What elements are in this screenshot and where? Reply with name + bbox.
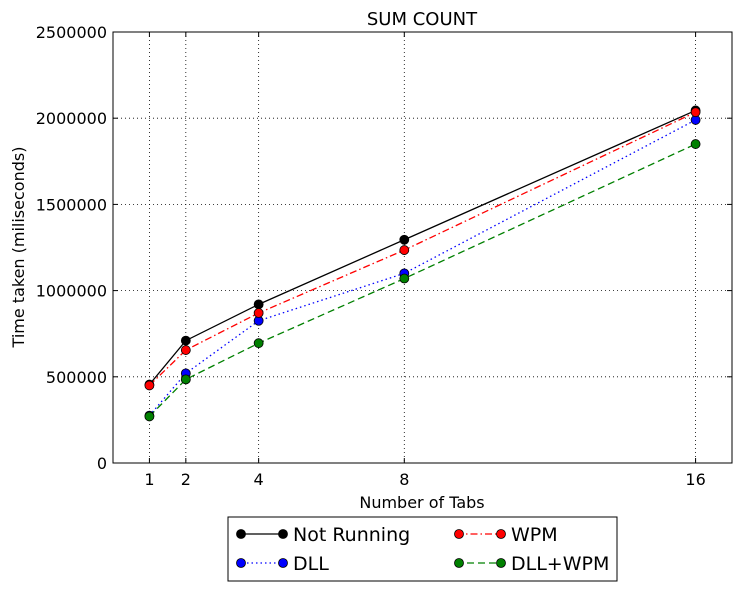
plot-background <box>113 32 732 463</box>
data-point <box>180 335 191 346</box>
axis-ticks <box>113 31 732 464</box>
series-markers <box>144 105 701 422</box>
y-tick-label: 1000000 <box>36 282 107 301</box>
legend-label: WPM <box>511 524 558 546</box>
y-tick-label: 2500000 <box>36 23 107 42</box>
x-tick-label: 16 <box>685 470 705 489</box>
data-point <box>144 380 155 391</box>
series-line <box>148 119 696 417</box>
data-point <box>180 345 191 355</box>
data-point <box>144 411 155 422</box>
legend-marker <box>278 558 288 568</box>
data-point <box>690 139 701 149</box>
data-point <box>253 308 264 318</box>
legend-marker <box>236 529 246 539</box>
legend-marker <box>454 558 464 568</box>
legend-marker <box>236 558 246 568</box>
y-axis-label: Time taken (miliseconds) <box>9 147 28 349</box>
data-point <box>399 245 410 255</box>
y-tick-label: 1500000 <box>36 195 107 214</box>
x-tick-label: 8 <box>399 470 409 489</box>
y-tick-label: 0 <box>97 454 107 473</box>
legend-label: DLL+WPM <box>511 553 609 575</box>
y-tick-label: 2000000 <box>36 109 107 128</box>
y-tick-labels: 0 500000 1000000 1500000 2000000 2500000 <box>36 23 107 473</box>
legend-marker <box>496 558 506 568</box>
legend-marker <box>278 529 288 539</box>
legend-marker <box>454 529 464 539</box>
plot-frame <box>112 31 733 464</box>
legend-frame <box>227 516 618 582</box>
legend-label: DLL <box>293 553 329 575</box>
data-point <box>690 107 701 118</box>
x-tick-label: 4 <box>254 470 264 489</box>
data-point <box>180 374 191 385</box>
y-tick-label: 500000 <box>46 368 107 387</box>
data-point <box>399 273 410 284</box>
x-tick-label: 1 <box>144 470 154 489</box>
x-tick-label: 2 <box>181 470 191 489</box>
data-point <box>253 338 264 349</box>
chart-title: SUM COUNT <box>367 9 478 30</box>
data-point <box>253 299 264 310</box>
legend-marker <box>496 529 506 539</box>
x-tick-labels: 1 2 4 8 16 <box>144 470 705 489</box>
data-point <box>399 234 410 245</box>
legend-label: Not Running <box>293 524 410 546</box>
x-axis-label: Number of Tabs <box>359 493 484 512</box>
legend: Not Running DLL WPM DLL+WPM <box>227 516 618 582</box>
